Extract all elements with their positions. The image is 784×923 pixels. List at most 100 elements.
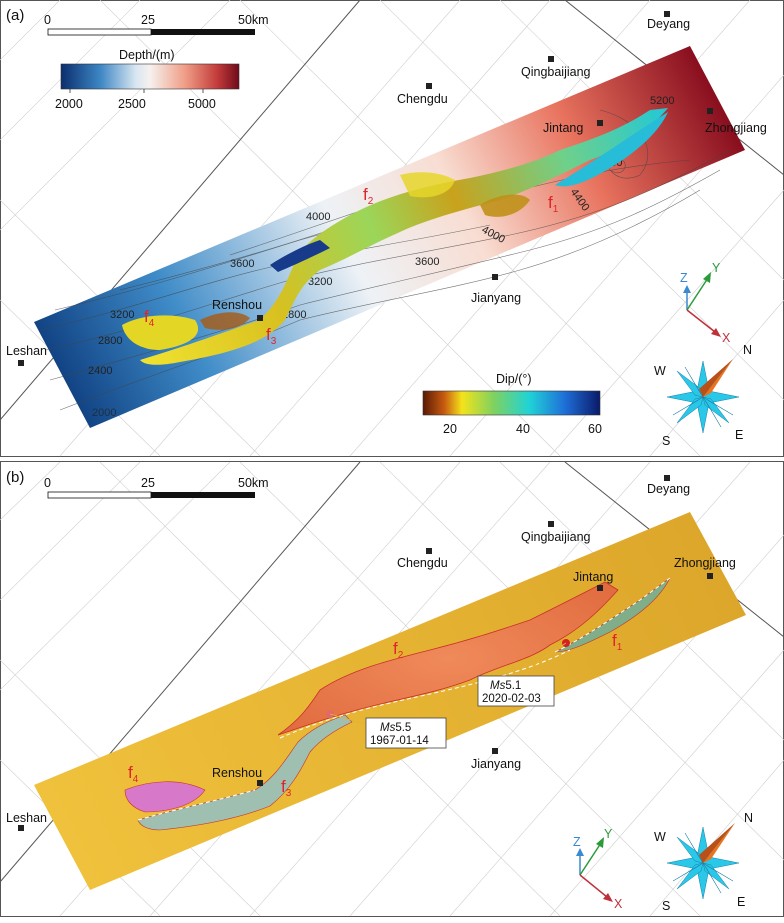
scale-tick-0: 0: [44, 476, 51, 490]
y-axis-label: Y: [604, 827, 613, 841]
fault-f1-dashed-trace: [554, 577, 671, 653]
compass-s-label: S: [662, 899, 670, 913]
compass-e-label: E: [735, 428, 743, 442]
contour-label: 2000: [92, 407, 116, 419]
fault-f2-surface-b: [277, 581, 619, 736]
fault-f4-surface: [122, 315, 199, 350]
z-axis-label: Z: [573, 835, 581, 849]
city-label-jintang: Jintang: [573, 570, 613, 584]
city-marker: [492, 274, 498, 280]
city-marker: [257, 780, 263, 786]
city-label-chengdu: Chengdu: [397, 92, 448, 106]
contour-label: 4000: [306, 211, 330, 223]
city-label-leshan: Leshan: [6, 344, 47, 358]
dip-tick: 20: [443, 422, 457, 436]
fault-label-f2: f2: [363, 185, 374, 207]
scale-tick-25: 25: [141, 13, 155, 27]
y-axis-line: [579, 842, 602, 876]
city-marker: [664, 11, 670, 17]
fault-f3-dashed-trace: [137, 789, 256, 821]
city-label-deyang: Deyang: [647, 17, 690, 31]
city-marker: [426, 548, 432, 554]
compass-star: [666, 826, 740, 900]
earthquake-callout-2020: [477, 675, 555, 707]
city-label-zhongjiang: Zhongjiang: [674, 556, 736, 570]
fault-label-f2: f2: [393, 639, 404, 661]
y-axis-label: Y: [712, 261, 721, 275]
city-marker: [597, 585, 603, 591]
city-label-qingbaijiang: Qingbaijiang: [521, 65, 591, 79]
contour-label: 2800: [98, 335, 122, 347]
city-marker: [548, 56, 554, 62]
compass-e-label: E: [737, 895, 745, 909]
city-label-renshou: Renshou: [212, 298, 262, 312]
x-axis-label: X: [614, 897, 623, 911]
x-axis-arrow: [711, 328, 721, 337]
fault-label-f1: f1: [548, 193, 559, 215]
xyz-axes-b: Z Y X: [573, 827, 623, 911]
scale-tick-50: 50km: [238, 476, 269, 490]
compass-n-label: N: [744, 811, 753, 825]
depth-colorbar-ticks: [69, 89, 204, 93]
depth-colorbar-ramp: [60, 63, 240, 90]
z-axis-arrow: [576, 848, 584, 856]
earthquake-magnitude-2020: Ms5.1: [490, 680, 521, 692]
dip-tick: 40: [516, 422, 530, 436]
contour-label: 5200: [650, 95, 674, 107]
city-label-jianyang: Jianyang: [471, 757, 521, 771]
y-axis-arrow: [703, 272, 711, 283]
contour-label: 2400: [88, 365, 112, 377]
earthquake-callout-1967: [365, 717, 447, 749]
city-label-jianyang: Jianyang: [471, 291, 521, 305]
compass-w-label: W: [654, 830, 666, 844]
compass-b: [666, 823, 740, 900]
z-axis-label: Z: [680, 271, 688, 285]
panel-label-a: (a): [6, 7, 24, 24]
depth-colorbar-title: Depth/(m): [119, 48, 175, 62]
contour-label: 3600: [415, 256, 439, 268]
city-label-chengdu: Chengdu: [397, 556, 448, 570]
city-label-jintang: Jintang: [543, 121, 583, 135]
fault-shallow-patch: [480, 194, 530, 217]
dip-colorbar-ramp: [422, 390, 601, 416]
scale-bar-black-segment: [151, 492, 255, 498]
cities-b: Deyang Qingbaijiang Chengdu Jintang Zhon…: [6, 475, 736, 831]
city-marker: [664, 475, 670, 481]
city-marker: [548, 521, 554, 527]
compass-w-label: W: [654, 364, 666, 378]
contour-label: 3200: [110, 309, 134, 321]
scale-tick-0: 0: [44, 13, 51, 27]
x-axis-line: [686, 309, 716, 333]
compass-s-label: S: [662, 434, 670, 448]
earthquake-leader-line: [519, 642, 567, 681]
city-marker: [597, 120, 603, 126]
city-label-zhongjiang: Zhongjiang: [705, 121, 767, 135]
fault-labels-a: f4 f3 f2 f1: [144, 185, 559, 347]
cities-a: Deyang Qingbaijiang Chengdu Jintang Zhon…: [6, 11, 767, 366]
panel-a: 5200 4800 4400 4000 4000 3600 3600 3200 …: [0, 0, 784, 457]
fault-f2-f3-surface: [140, 108, 668, 365]
fault-surfaces-a: [122, 108, 668, 365]
compass-north-needle-shade: [699, 359, 733, 397]
panel-b: Ms5.1 2020-02-03 Ms5.5 1967-01-14 Deyang…: [0, 461, 784, 917]
fault-f1-surface: [555, 112, 668, 187]
xyz-axes-a: Z Y X: [680, 261, 731, 345]
scale-bar-black-segment: [151, 29, 255, 35]
depth-tick: 5000: [188, 97, 216, 111]
city-label-qingbaijiang: Qingbaijiang: [521, 530, 591, 544]
y-axis-arrow: [596, 837, 604, 848]
panel-label-b: (b): [6, 469, 24, 486]
city-marker: [18, 825, 24, 831]
compass-n-label: N: [743, 343, 752, 357]
fault-steep-patch: [270, 240, 330, 272]
city-marker: [492, 748, 498, 754]
y-axis-line: [686, 277, 709, 311]
fault-labels-b: f4 f3 f2 f1: [128, 631, 623, 799]
fault-shallow-patch: [400, 172, 455, 198]
city-label-deyang: Deyang: [647, 482, 690, 496]
scale-bar-white-segment: [47, 491, 152, 499]
city-label-leshan: Leshan: [6, 811, 47, 825]
depth-colorbar: Depth/(m) 2000 2500 5000: [55, 48, 240, 111]
dip-colorbar-title: Dip/(°): [496, 372, 532, 386]
